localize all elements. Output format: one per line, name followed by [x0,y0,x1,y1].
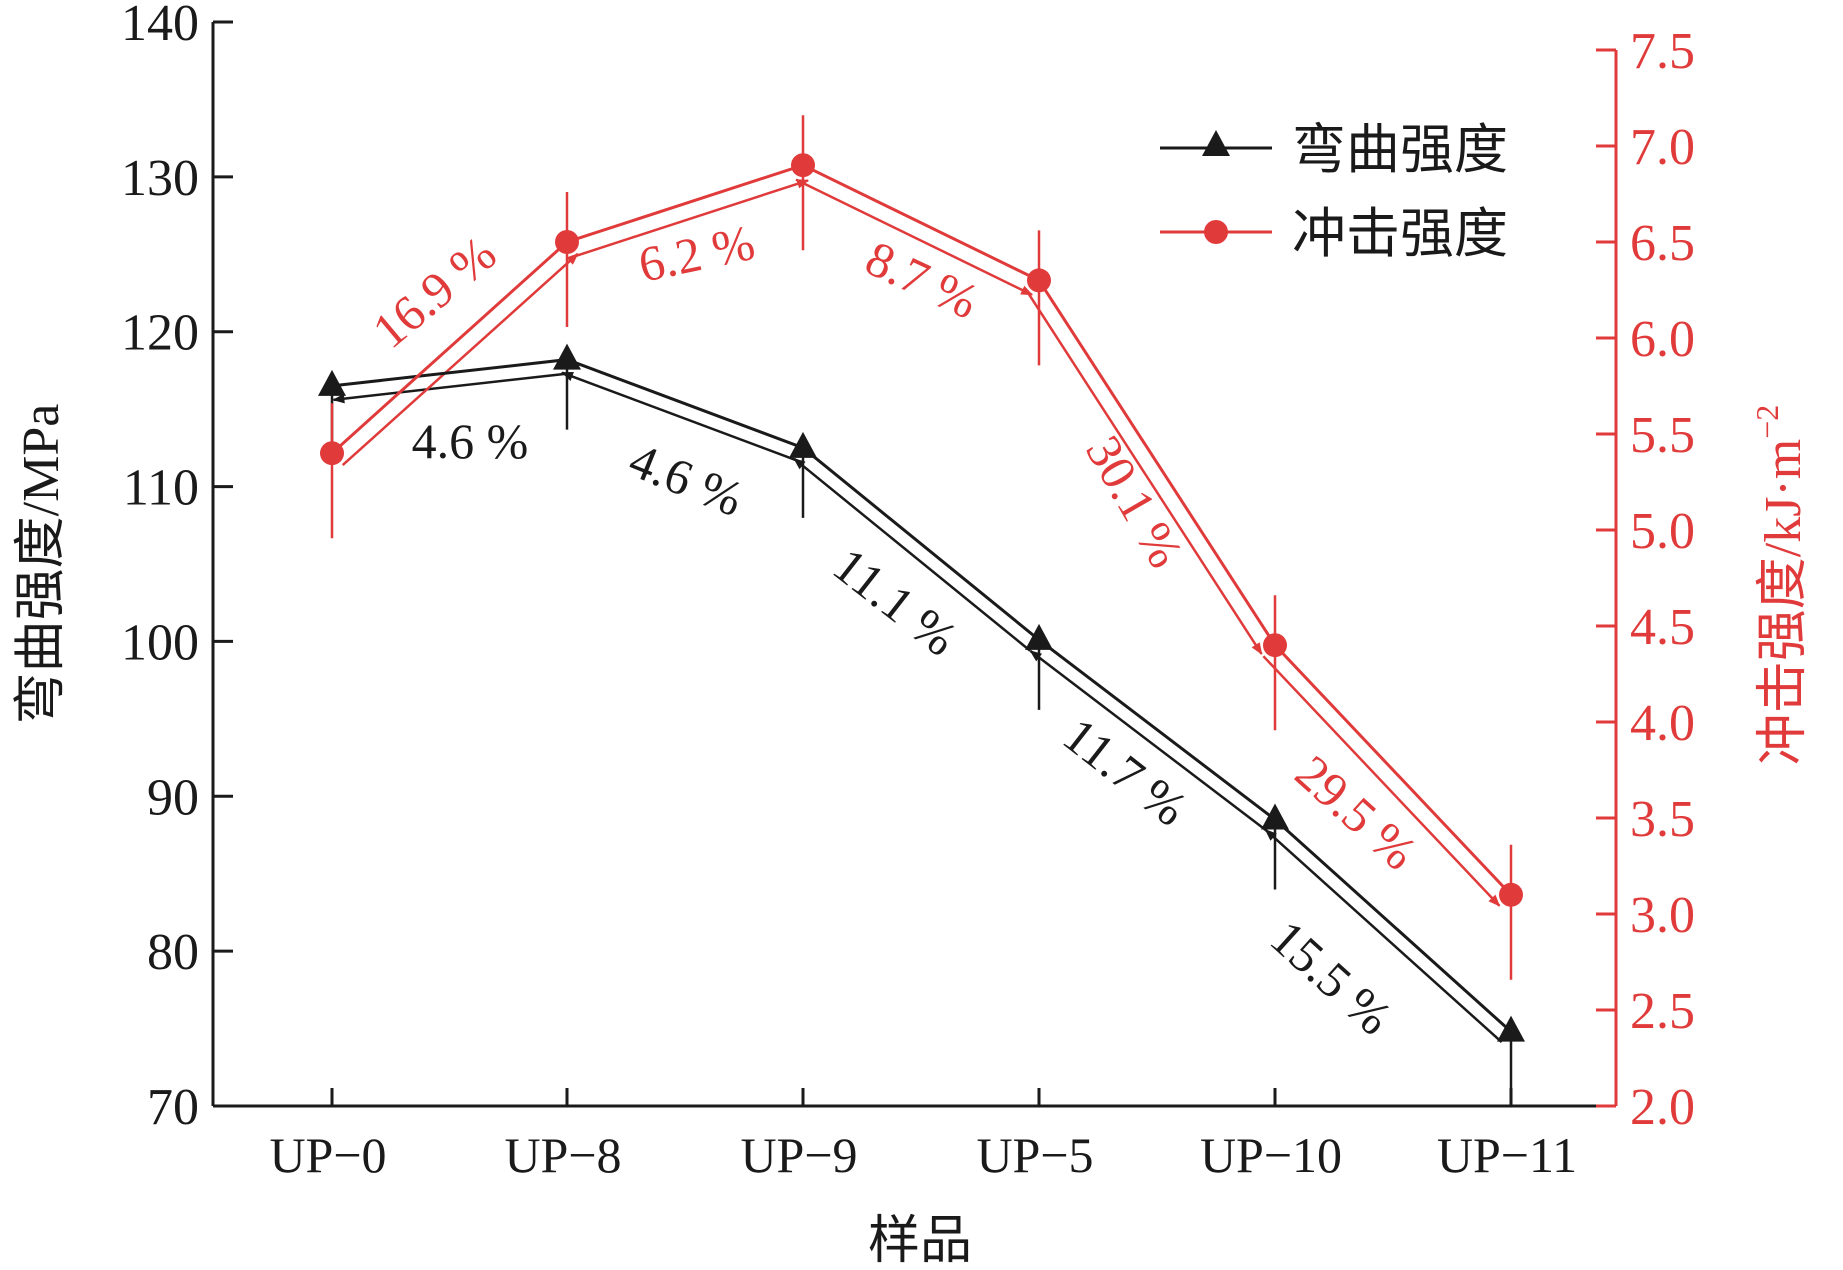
right-axis-title-sup: −2 [1749,405,1785,439]
right-axis-title: 冲击强度/kJ·m−2 [1749,405,1812,766]
legend-flexural-marker [1202,130,1230,156]
impact-change-label: 30.1 % [1075,426,1194,577]
flexural-change-arrow [332,372,569,404]
right-tick-label: 2.5 [1630,983,1695,1040]
left-tick-label: 110 [123,460,199,517]
right-tick-label: 7.5 [1630,23,1695,80]
x-axis-title: 样品 [868,1213,972,1270]
x-tick-label: UP−5 [976,1127,1093,1183]
flexural-change-arrow [560,371,799,463]
flexural-change-label: 11.1 % [823,537,968,667]
flexural-strength-line [331,358,1513,1033]
impact-change-label: 6.2 % [634,214,760,293]
series-layer [318,153,1525,1042]
legend-impact-label: 冲击强度 [1292,204,1508,264]
flexural-change-label: 4.6 % [412,413,529,469]
flexural-point-triangle [318,369,346,396]
left-tick-label: 90 [147,769,199,826]
impact-change-arrow [1024,288,1263,655]
flexural-change-arrow [1264,828,1503,1044]
impact-change-arrow [571,179,810,259]
x-tick-label: UP−10 [1200,1127,1342,1183]
percent-annotations: 4.6 % 4.6 %11.1 %11.7 %15.5 %16.9 % 6.2 % 8… [362,214,1428,1046]
impact-point-circle [791,153,815,178]
right-tick-label: 7.0 [1630,119,1695,176]
x-tick-label: UP−9 [740,1127,857,1183]
impact-point-circle [1027,268,1051,293]
axes: 70 80 90 100 110 120 130 140 2.0 2.5 3.0 3.5 4.0 4.5 5… [12,0,1812,1270]
impact-point-circle [1263,633,1287,658]
impact-change-arrow [1262,655,1501,907]
impact-strength-line [330,163,1513,896]
flexural-point-triangle [1261,803,1289,830]
flexural-change-label: 15.5 % [1260,909,1403,1045]
impact-change-label: 29.5 % [1285,744,1428,880]
right-tick-label: 3.5 [1630,791,1695,848]
flexural-point-triangle [789,431,817,458]
impact-point-circle [320,441,344,466]
flexural-point-triangle [553,343,581,370]
right-tick-label: 6.5 [1630,215,1695,272]
legend-flexural-label: 弯曲强度 [1292,120,1508,180]
left-tick-label: 100 [121,614,199,671]
right-tick-label: 5.5 [1630,407,1695,464]
flexural-point-triangle [1025,623,1053,650]
flexural-change-label: 4.6 % [622,431,751,527]
right-tick-label: 4.5 [1630,599,1695,656]
legend-impact-marker [1204,220,1228,244]
left-tick-label: 130 [121,150,199,207]
right-tick-label: 4.0 [1630,695,1695,752]
impact-change-arrow [795,178,1034,296]
flexural-change-label: 11.7 % [1053,707,1198,837]
flexural-change-arrow [1029,650,1268,832]
right-tick-label: 2.0 [1630,1079,1695,1136]
x-tick-label: UP−8 [504,1127,621,1183]
flexural-change-arrow [793,457,1031,652]
right-tick-label: 3.0 [1630,887,1695,944]
x-tick-label: UP−0 [269,1127,386,1183]
right-tick-label: 6.0 [1630,311,1695,368]
right-axis-title-main: 冲击强度/kJ·m [1755,439,1812,765]
left-tick-label: 70 [147,1079,199,1136]
impact-change-arrow [341,252,579,467]
right-tick-label: 5.0 [1630,503,1695,560]
x-tick-label: UP−11 [1437,1127,1577,1183]
left-tick-label: 120 [121,305,199,362]
left-tick-label: 140 [121,0,199,52]
impact-point-circle [555,230,579,254]
change-arrows [330,115,1513,1106]
impact-point-circle [1499,882,1523,907]
flexural-point-triangle [1497,1015,1525,1042]
left-axis-title: 弯曲强度/MPa [12,404,70,725]
left-tick-label: 80 [147,924,199,981]
